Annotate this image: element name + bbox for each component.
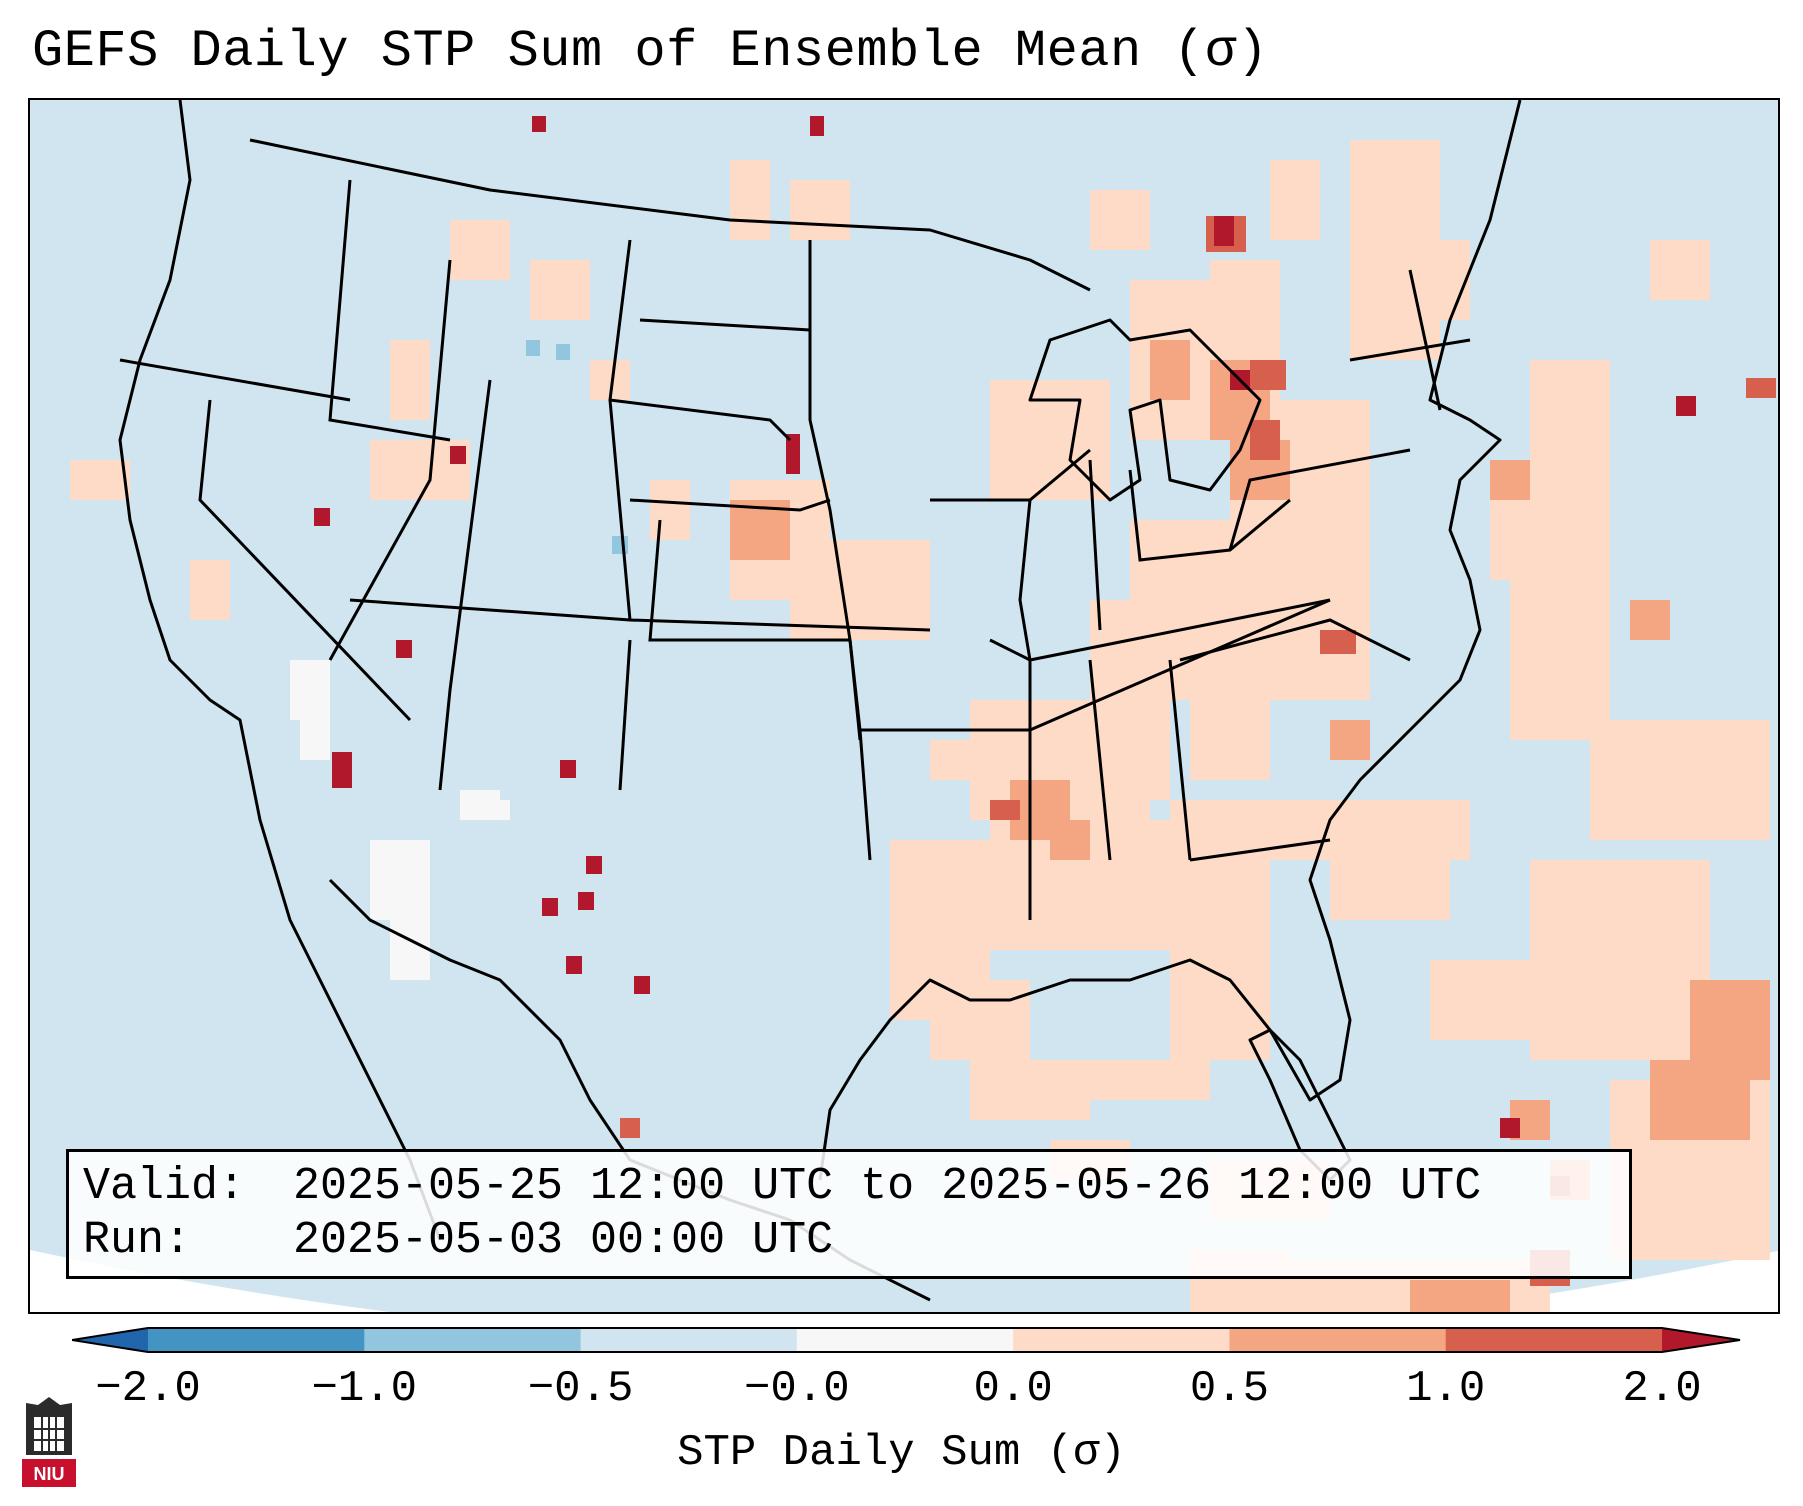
- colorbar: [72, 1327, 1741, 1353]
- stp-cells-extreme: [314, 116, 1696, 1138]
- colorbar-segments: [148, 1328, 1663, 1352]
- colorbar-segment: [580, 1328, 798, 1352]
- colorbar-segment: [1445, 1328, 1663, 1352]
- colorbar-segment: [1229, 1328, 1447, 1352]
- colorbar-tick-label: 1.0: [1406, 1364, 1486, 1414]
- colorbar-tick-label: 2.0: [1622, 1364, 1702, 1414]
- east-coast: [818, 100, 1522, 1181]
- colorbar-segment: [796, 1328, 1014, 1352]
- colorbar-tick-label: 0.5: [1189, 1364, 1270, 1414]
- state-boundaries: [119, 179, 1471, 920]
- west-coast: [118, 100, 442, 1241]
- valid-run-info-box: Valid: 2025-05-25 12:00 UTC to 2025-05-26…: [66, 1149, 1632, 1279]
- great-lakes: [1028, 318, 1262, 502]
- colorbar-label: STP Daily Sum (σ): [677, 1428, 1126, 1478]
- coastline-boundaries: [118, 100, 1522, 1302]
- colorbar-tick-label: −0.0: [744, 1364, 850, 1414]
- niu-logo: NIU: [22, 1397, 76, 1487]
- map-canvas: [30, 100, 1778, 1312]
- colorbar-tick-label: −0.5: [527, 1364, 634, 1414]
- run-value: 2025-05-03 00:00 UTC: [293, 1215, 834, 1266]
- svg-text:NIU: NIU: [34, 1464, 65, 1484]
- colorbar-segment: [364, 1328, 582, 1352]
- valid-value: 2025-05-25 12:00 UTC to 2025-05-26 12:00…: [293, 1161, 1482, 1212]
- colorbar-tick-label: −1.0: [311, 1364, 418, 1414]
- colorbar-segment: [148, 1328, 365, 1352]
- map-panel[interactable]: [28, 98, 1780, 1314]
- colorbar-over-arrow: [1662, 1328, 1740, 1352]
- colorbar-tick-label: −2.0: [95, 1364, 201, 1414]
- stp-cells-neutral: [290, 660, 510, 980]
- us-canada-border: [249, 138, 1091, 292]
- run-label: Run:: [83, 1215, 192, 1266]
- valid-label: Valid:: [83, 1161, 246, 1212]
- map-title: GEFS Daily STP Sum of Ensemble Mean (σ): [32, 22, 1269, 81]
- stp-cells-light: [70, 140, 1770, 1312]
- colorbar-under-arrow: [72, 1328, 148, 1352]
- colorbar-segment: [1013, 1328, 1230, 1352]
- colorbar-tick-label: 0.0: [973, 1364, 1053, 1414]
